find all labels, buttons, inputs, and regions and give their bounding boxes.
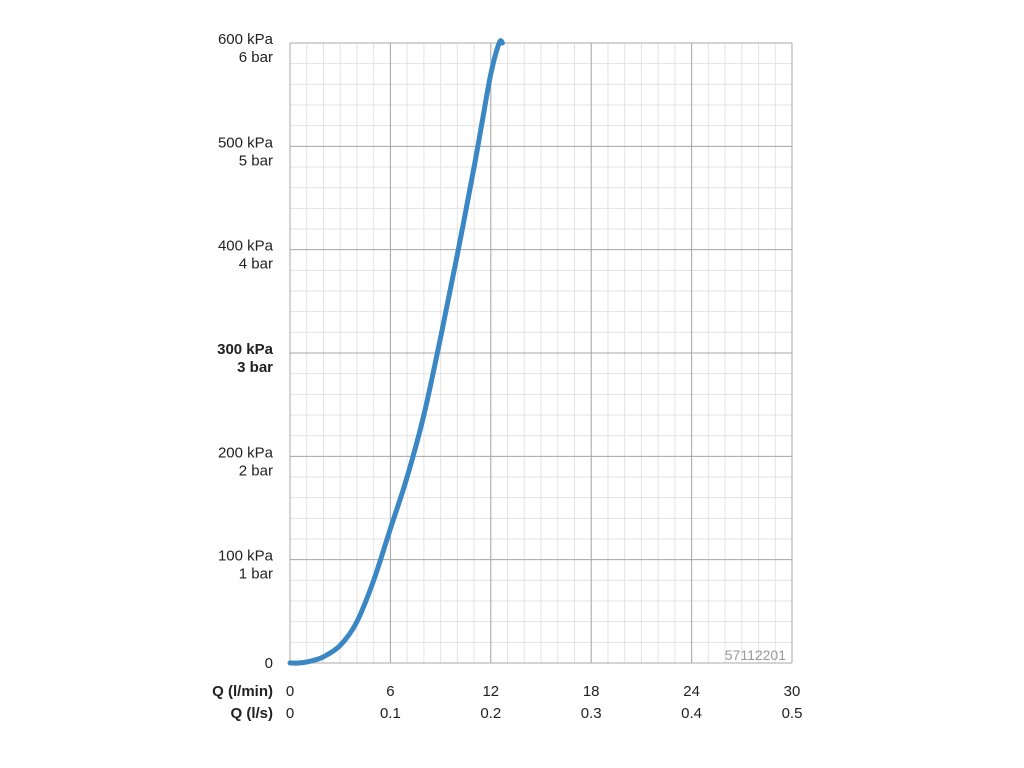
x-tick-label-lpm: 30 bbox=[784, 683, 801, 700]
y-tick-label-bar: 6 bar bbox=[239, 49, 273, 66]
x-tick-label-lpm: 18 bbox=[583, 683, 600, 700]
y-tick-label-kpa: 300 kPa bbox=[217, 341, 274, 358]
y-tick-label-kpa: 400 kPa bbox=[218, 238, 274, 255]
y-tick-label-bar: 4 bar bbox=[239, 256, 273, 273]
x-tick-label-lpm: 6 bbox=[386, 683, 394, 700]
x-tick-label-lpm: 24 bbox=[683, 683, 700, 700]
x-tick-label-ls: 0.4 bbox=[681, 705, 702, 722]
y-tick-label-bar: 1 bar bbox=[239, 566, 273, 583]
y-tick-label-kpa: 500 kPa bbox=[218, 134, 274, 151]
drawing-number-annotation: 57112201 bbox=[725, 647, 786, 663]
x-axis-title-secondary: Q (l/s) bbox=[230, 705, 273, 722]
pressure-curve bbox=[287, 38, 505, 666]
major-gridlines bbox=[289, 42, 793, 664]
x-tick-label-lpm: 0 bbox=[286, 683, 294, 700]
x-tick-label-ls: 0.5 bbox=[782, 705, 803, 722]
series-layer bbox=[287, 38, 505, 666]
x-tick-label-ls: 0.2 bbox=[480, 705, 501, 722]
y-tick-label-kpa: 200 kPa bbox=[218, 444, 274, 461]
y-tick-label-kpa: 600 kPa bbox=[218, 31, 274, 48]
y-tick-label-bar: 3 bar bbox=[237, 359, 273, 376]
y-tick-label-kpa: 0 bbox=[265, 655, 273, 672]
x-tick-label-ls: 0.1 bbox=[380, 705, 401, 722]
y-tick-label-kpa: 100 kPa bbox=[218, 548, 274, 565]
y-tick-label-bar: 5 bar bbox=[239, 152, 273, 169]
x-tick-label-ls: 0.3 bbox=[581, 705, 602, 722]
y-tick-label-bar: 2 bar bbox=[239, 462, 273, 479]
x-axis-title-primary: Q (l/min) bbox=[212, 683, 273, 700]
x-tick-label-lpm: 12 bbox=[482, 683, 499, 700]
x-axis-labels: Q (l/min) Q (l/s) 0 0 6 0.1 12 0.2 18 0.3 24 0.4 30 0… bbox=[212, 683, 802, 722]
x-tick-label-ls: 0 bbox=[286, 705, 294, 722]
